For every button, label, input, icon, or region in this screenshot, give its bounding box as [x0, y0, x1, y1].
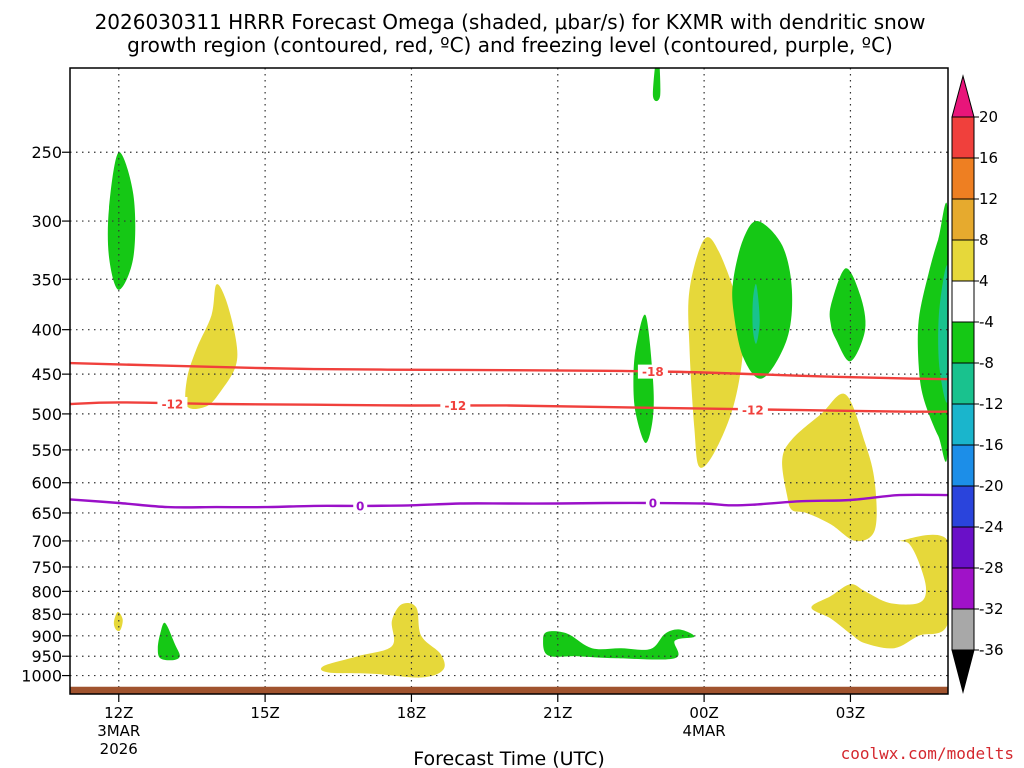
x-axis-label: Forecast Time (UTC) — [413, 748, 604, 768]
y-tick-label-300: 300 — [31, 212, 62, 231]
omega-region-n — [917, 202, 948, 462]
contour-freezing-level — [70, 493, 948, 509]
omega-region-i — [732, 221, 793, 379]
y-tick-label-450: 450 — [31, 365, 62, 384]
x-tick-label-18: 18Z — [397, 704, 426, 722]
colorbar-box-3 — [951, 239, 975, 282]
y-tick-label-400: 400 — [31, 321, 62, 340]
contour-label-dendritic-top-0: -18 — [642, 365, 664, 379]
y-tick-label-900: 900 — [31, 627, 62, 646]
omega-region-e — [320, 602, 445, 678]
omega-region-a — [107, 152, 136, 290]
temperature-contours: -18 -12 -12 -12 0 0 — [70, 361, 948, 513]
omega-region-f — [543, 629, 695, 660]
omega-regions — [107, 68, 948, 678]
contour-label-bg-dendritic-top-0 — [637, 364, 668, 379]
colorbar-box-6 — [951, 362, 975, 405]
colorbar-box-4 — [951, 280, 975, 323]
colorbar-label-12: -32 — [979, 600, 1004, 618]
omega-region-k — [829, 268, 866, 362]
y-tick-label-750: 750 — [31, 558, 62, 577]
y-tick-label-500: 500 — [31, 405, 62, 424]
x-tick-label-21: 21Z — [543, 704, 572, 722]
colorbar-label-4: 4 — [979, 272, 989, 290]
colorbar-box-9 — [951, 485, 975, 528]
omega-region-m — [811, 534, 948, 649]
contour-label-freezing-level-1: 0 — [649, 496, 657, 510]
colorbar-label-11: -28 — [979, 559, 1004, 577]
title-line-2: growth region (contoured, red, ºC) and f… — [127, 33, 893, 57]
plot-area: -18 -12 -12 -12 0 0 — [70, 68, 948, 694]
surface-band — [70, 686, 948, 694]
colorbar-label-5: -4 — [979, 313, 994, 331]
omega-region-j — [752, 284, 760, 344]
contour-label-dendritic-bottom-2: -12 — [742, 404, 764, 418]
colorbar-box-11 — [951, 567, 975, 610]
plot-frame — [69, 67, 949, 695]
x-tick-date-12: 3MAR — [97, 722, 140, 740]
colorbar-box-5 — [951, 321, 975, 364]
contour-label-bg-dendritic-bottom-1 — [440, 398, 471, 413]
x-tick-label-27: 03Z — [836, 704, 865, 722]
colorbar-label-9: -20 — [979, 477, 1004, 495]
y-tick-label-550: 550 — [31, 441, 62, 460]
contour-dendritic-bottom — [70, 401, 948, 413]
title-line-1: 2026030311 HRRR Forecast Omega (shaded, … — [95, 10, 926, 34]
contour-label-dendritic-bottom-1: -12 — [445, 399, 467, 413]
omega-region-b — [185, 284, 238, 410]
colorbar-box-7 — [951, 403, 975, 446]
colorbar-box-0 — [951, 116, 975, 159]
colorbar-box-2 — [951, 198, 975, 241]
omega-region-p — [652, 68, 661, 102]
contour-label-bg-dendritic-bottom-2 — [737, 403, 768, 418]
colorbar-label-8: -16 — [979, 436, 1004, 454]
contour-label-bg-freezing-level-0 — [353, 498, 368, 513]
y-tick-label-250: 250 — [31, 143, 62, 162]
x-tick-date-24: 4MAR — [683, 722, 726, 740]
contour-dendritic-top — [70, 361, 948, 381]
colorbar-box-1 — [951, 157, 975, 200]
y-tick-label-850: 850 — [31, 605, 62, 624]
omega-region-l — [782, 393, 877, 542]
y-tick-label-700: 700 — [31, 532, 62, 551]
credit-text: coolwx.com/modelts — [841, 744, 1014, 763]
colorbar-label-1: 16 — [979, 149, 998, 167]
y-axis-ticks: 250 300 350 400 450 500 550 600 650 700 750 800 850 9… — [21, 143, 70, 686]
y-tick-label-800: 800 — [31, 582, 62, 601]
colorbar-label-10: -24 — [979, 518, 1004, 536]
colorbar-bottom-arrow — [951, 649, 975, 694]
y-tick-label-950: 950 — [31, 647, 62, 666]
omega-region-d — [157, 622, 180, 661]
y-tick-label-350: 350 — [31, 270, 62, 289]
colorbar-label-13: -36 — [979, 641, 1004, 659]
x-tick-label-12: 12Z — [104, 704, 133, 722]
colorbar-label-0: 20 — [979, 108, 998, 126]
x-tick-label-15: 15Z — [250, 704, 279, 722]
colorbar-label-6: -8 — [979, 354, 994, 372]
colorbar: 20 16 12 8 4 -4 -8 -12 -16 -20 -24 -28 -32 -36 — [951, 74, 1004, 694]
y-tick-label-600: 600 — [31, 474, 62, 493]
contour-label-bg-freezing-level-1 — [645, 495, 660, 510]
contour-label-dendritic-bottom-0: -12 — [162, 397, 184, 411]
omega-region-o — [938, 265, 948, 403]
y-tick-label-1000: 1000 — [21, 667, 62, 686]
colorbar-label-2: 12 — [979, 190, 998, 208]
x-tick-label-24: 00Z — [689, 704, 718, 722]
colorbar-label-3: 8 — [979, 231, 989, 249]
omega-region-c — [113, 611, 123, 632]
colorbar-box-12 — [951, 608, 975, 651]
colorbar-label-7: -12 — [979, 395, 1004, 413]
omega-region-g — [633, 314, 654, 444]
colorbar-box-8 — [951, 444, 975, 487]
contour-label-freezing-level-0: 0 — [356, 499, 364, 513]
colorbar-box-10 — [951, 526, 975, 569]
contour-label-bg-dendritic-bottom-0 — [157, 396, 188, 411]
grid-lines — [70, 68, 948, 694]
ground-surface — [70, 686, 948, 694]
x-tick-year-12: 2026 — [100, 740, 138, 758]
y-tick-label-650: 650 — [31, 504, 62, 523]
